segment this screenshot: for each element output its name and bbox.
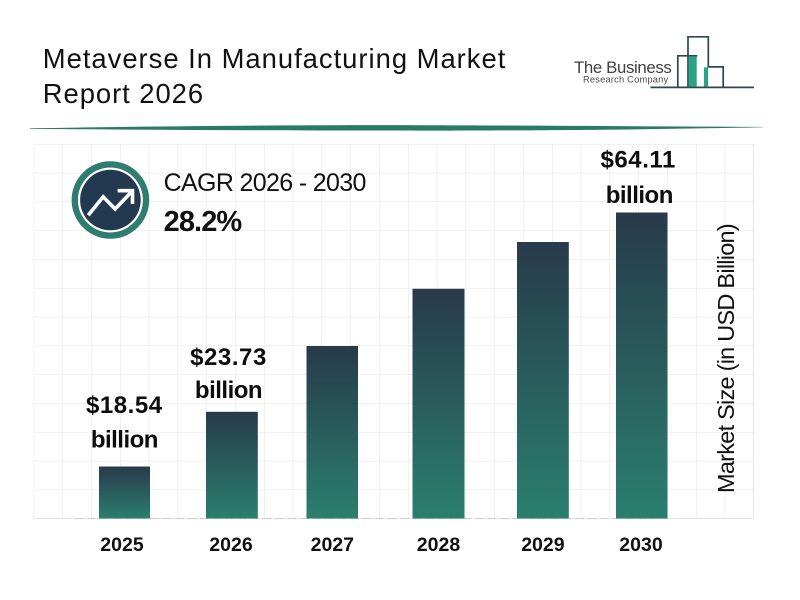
svg-text:$18.54: $18.54 — [86, 392, 163, 419]
svg-text:2029: 2029 — [521, 534, 565, 556]
svg-text:Research Company: Research Company — [583, 75, 669, 85]
svg-text:2027: 2027 — [311, 534, 354, 556]
svg-text:$23.73: $23.73 — [190, 344, 267, 371]
svg-text:CAGR 2026 - 2030: CAGR 2026 - 2030 — [164, 169, 366, 197]
svg-text:The Business: The Business — [574, 58, 671, 77]
svg-text:$64.11: $64.11 — [601, 146, 676, 173]
svg-text:Market Size (in USD Billion): Market Size (in USD Billion) — [713, 224, 739, 493]
svg-text:28.2%: 28.2% — [164, 206, 243, 238]
svg-text:2028: 2028 — [417, 534, 461, 556]
svg-text:Report 2026: Report 2026 — [43, 78, 204, 109]
svg-text:2025: 2025 — [100, 534, 144, 556]
svg-text:2026: 2026 — [209, 534, 253, 556]
svg-text:billion: billion — [91, 426, 158, 453]
svg-text:Metaverse In Manufacturing Mar: Metaverse In Manufacturing Market — [43, 43, 507, 74]
svg-text:billion: billion — [606, 182, 673, 209]
svg-text:2030: 2030 — [619, 534, 663, 556]
svg-text:billion: billion — [195, 377, 262, 404]
